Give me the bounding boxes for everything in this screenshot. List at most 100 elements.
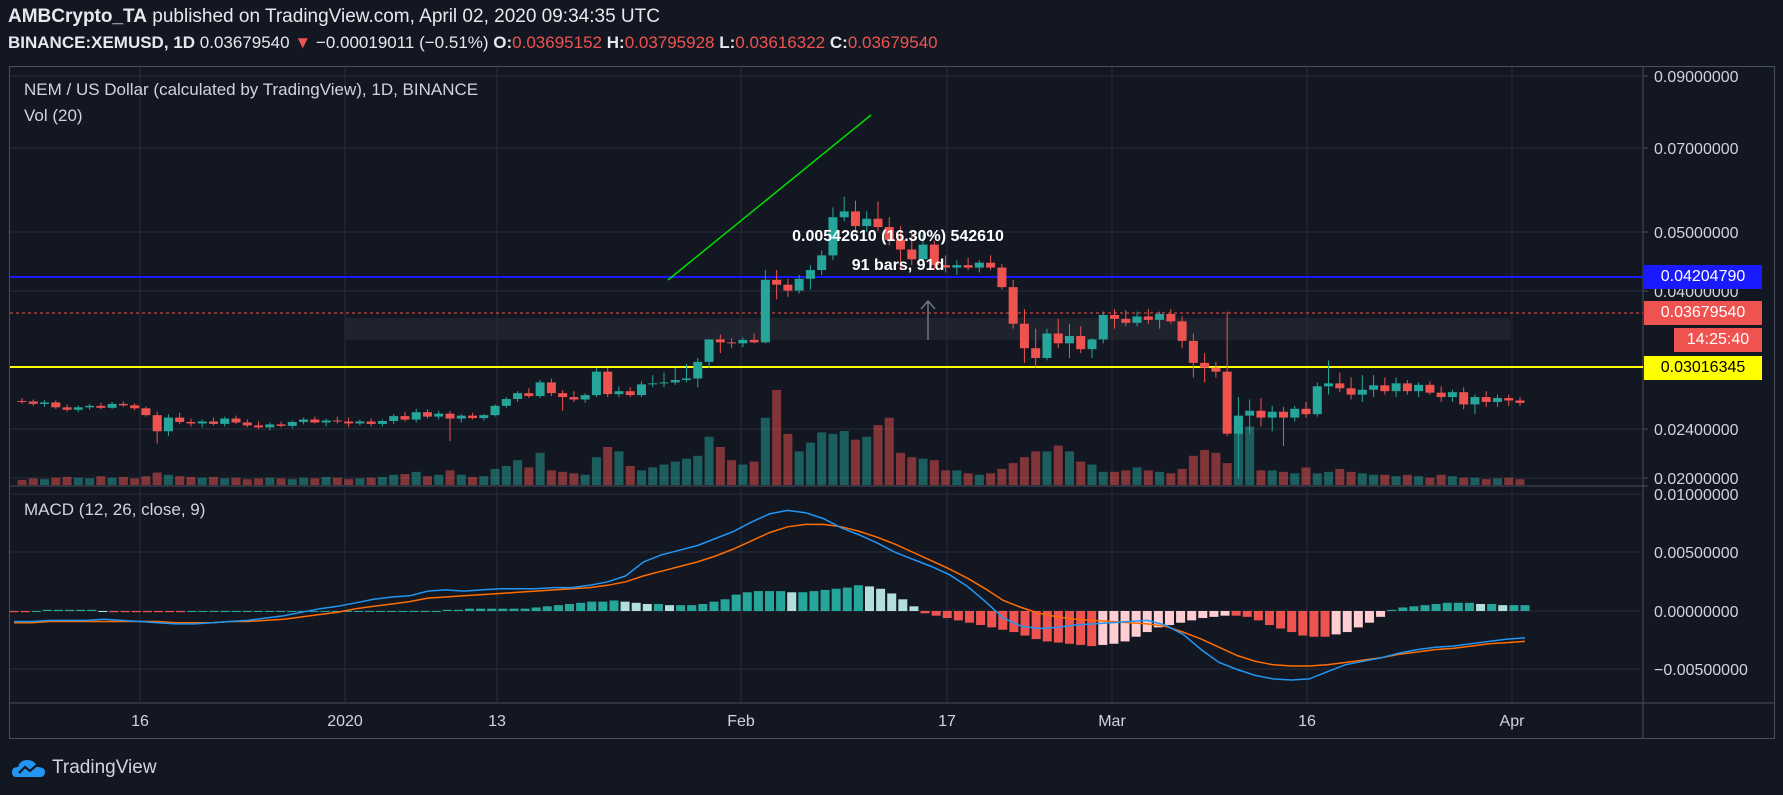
volume-bar — [208, 476, 218, 485]
candle-body — [1008, 287, 1018, 324]
candle-body — [1245, 410, 1255, 416]
candle-body — [1110, 314, 1120, 319]
candle-body — [332, 420, 342, 422]
price-tick-label: 0.09000000 — [1654, 69, 1739, 86]
author-name[interactable]: AMBCrypto_TA — [8, 6, 147, 27]
x-tick-label: 13 — [488, 713, 506, 730]
macd-histogram-bar — [387, 611, 397, 612]
volume-bar — [817, 432, 827, 485]
candle-body — [670, 379, 680, 383]
volume-bar — [1492, 478, 1502, 485]
volume-bar — [73, 477, 83, 485]
macd-histogram-bar — [853, 585, 863, 611]
volume-bar — [749, 461, 759, 485]
candle-body — [682, 378, 692, 380]
candle-body — [197, 421, 207, 424]
macd-histogram-bar — [1087, 611, 1097, 647]
candle-body — [355, 421, 365, 424]
volume-bar — [355, 478, 365, 485]
volume-bar — [85, 478, 95, 485]
volume-bar — [1380, 474, 1390, 485]
candle-body — [1121, 318, 1131, 323]
low-value: 0.03616322 — [735, 33, 826, 52]
macd-histogram-bar — [831, 588, 841, 611]
volume-bar — [1391, 476, 1401, 485]
macd-histogram-bar — [820, 589, 830, 611]
macd-tick-label: 0.01000000 — [1654, 487, 1739, 504]
candle-body — [1402, 383, 1412, 392]
macd-histogram-bar — [1364, 611, 1374, 623]
volume-bar — [524, 467, 534, 485]
volume-bar — [535, 452, 545, 485]
high-value: 0.03795928 — [624, 33, 715, 52]
macd-histogram-bar — [776, 591, 786, 611]
candle-body — [422, 412, 432, 417]
candle-body — [1492, 398, 1502, 402]
volume-bar — [591, 457, 601, 485]
volume-bar — [907, 457, 917, 485]
volume-bar — [1053, 445, 1063, 485]
macd-histogram-bar — [198, 611, 208, 612]
macd-histogram-bar — [1376, 611, 1386, 617]
volume-bar — [1211, 452, 1221, 485]
tradingview-logo[interactable]: TradingView — [12, 757, 157, 779]
published-text: published on TradingView.com, April 02, … — [152, 6, 660, 27]
candle-body — [118, 403, 128, 406]
macd-histogram-bar — [1231, 611, 1241, 616]
macd-histogram-bar — [76, 609, 86, 611]
candle-body — [152, 415, 162, 432]
macd-histogram-bar — [653, 603, 663, 611]
macd-histogram-bar — [1431, 603, 1441, 611]
volume-bar — [727, 460, 737, 485]
candle-body — [772, 279, 782, 285]
macd-histogram-bar — [342, 611, 352, 612]
volume-bar — [1155, 471, 1165, 485]
volume-bar — [1459, 477, 1469, 485]
x-tick-label: 16 — [131, 713, 149, 730]
macd-histogram-bar — [209, 611, 219, 612]
macd-histogram-bar — [542, 606, 552, 611]
macd-histogram-bar — [9, 611, 19, 613]
macd-histogram-bar — [1409, 606, 1419, 611]
candle-body — [839, 211, 849, 218]
candle-body — [276, 424, 286, 426]
macd-histogram-bar — [1042, 611, 1052, 642]
macd-histogram-bar — [1331, 611, 1341, 635]
macd-histogram-bar — [742, 592, 752, 611]
volume-bar — [1076, 461, 1086, 485]
volume-bar — [1256, 470, 1266, 485]
candle-body — [1098, 314, 1108, 340]
candle-body — [28, 401, 38, 404]
candle-body — [411, 412, 421, 420]
volume-bar — [1200, 449, 1210, 485]
candle-body — [929, 244, 939, 266]
volume-bar — [96, 476, 106, 485]
macd-histogram-bar — [631, 602, 641, 611]
last-price-tag: 0.03679540 — [1644, 301, 1762, 325]
macd-line — [14, 509, 1526, 681]
candle-body — [299, 419, 309, 422]
macd-histogram-bar — [1420, 605, 1430, 611]
macd-histogram-bar — [331, 611, 341, 612]
macd-histogram-bar — [409, 611, 419, 612]
macd-histogram-bar — [1176, 611, 1186, 623]
candle-body — [163, 417, 173, 432]
macd-histogram-bar — [598, 601, 608, 611]
volume-bar — [1335, 468, 1345, 485]
candle-body — [377, 420, 387, 424]
candle-body — [648, 383, 658, 385]
macd-histogram-bar — [1009, 611, 1019, 633]
macd-histogram-bar — [1398, 607, 1408, 611]
candle-body — [208, 421, 218, 424]
volume-bar — [152, 472, 162, 485]
volume-bar — [1188, 455, 1198, 485]
volume-bar — [636, 470, 646, 485]
candle-body — [513, 393, 523, 400]
close-value: 0.03679540 — [847, 33, 938, 52]
macd-histogram-bar — [1153, 611, 1163, 628]
volume-bar — [242, 479, 252, 485]
candle-body — [231, 418, 241, 423]
candle-body — [366, 421, 376, 424]
volume-bar — [1481, 479, 1491, 485]
